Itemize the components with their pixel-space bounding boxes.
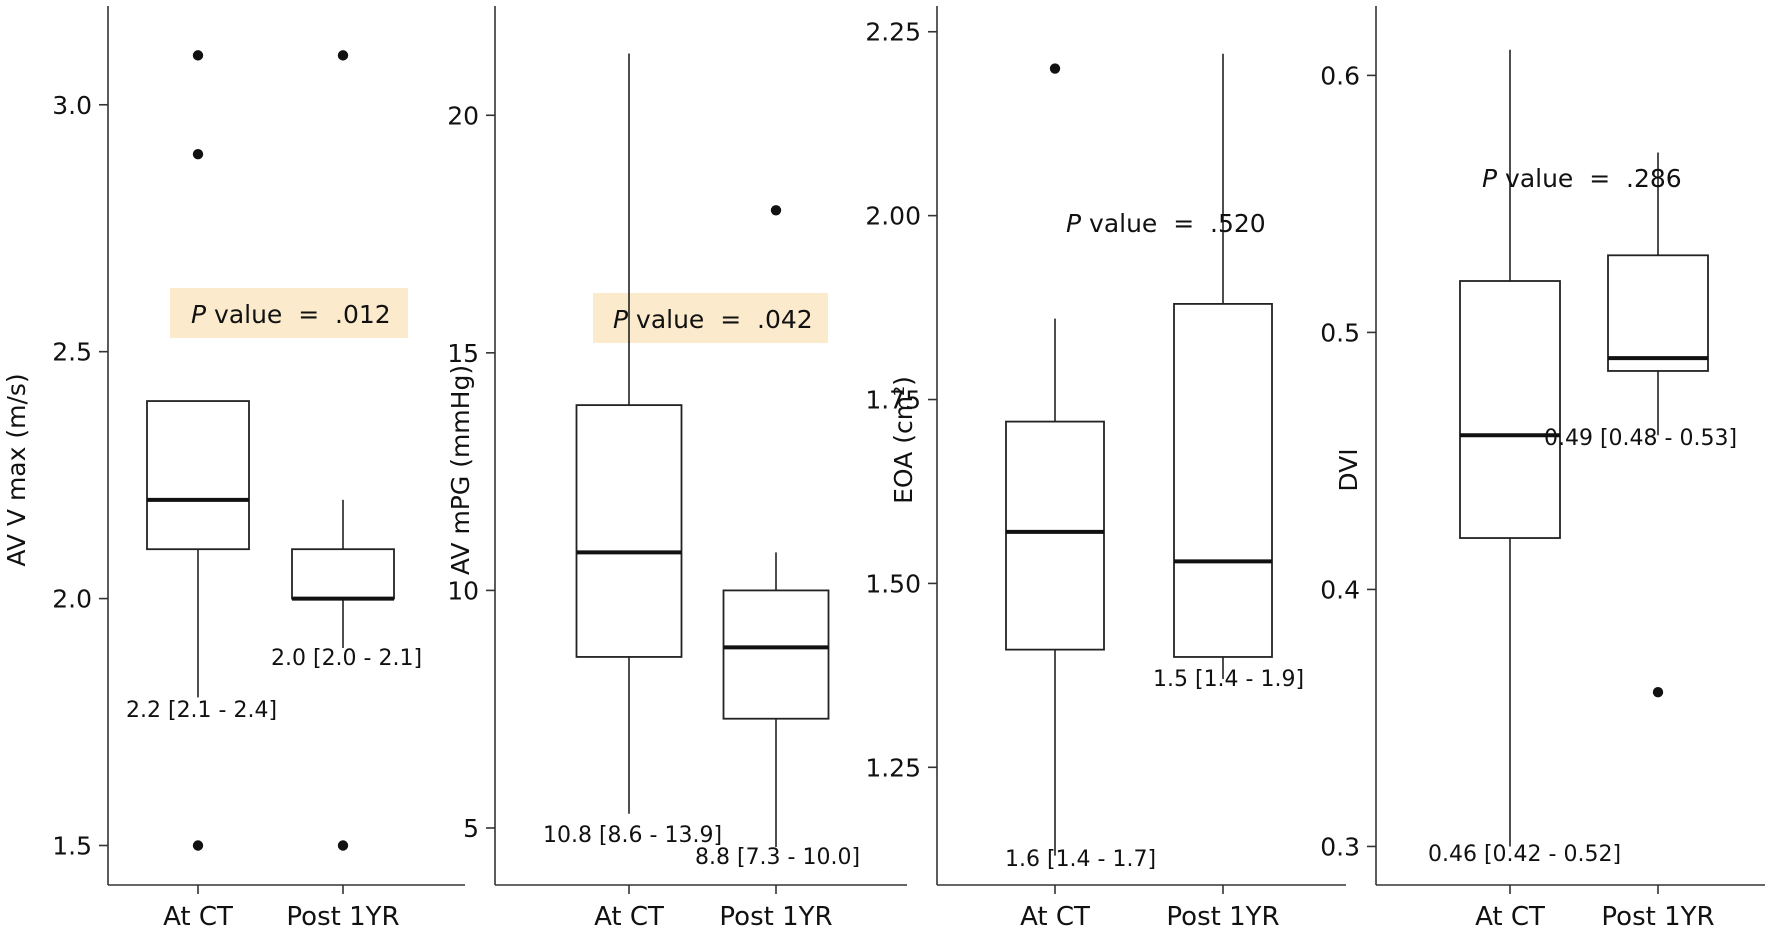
median-iqr-label: 1.6 [1.4 - 1.7] [1005, 847, 1156, 872]
box-post-1yr: 0.49 [0.48 - 0.53] [1544, 152, 1737, 698]
box-post-1yr: 2.0 [2.0 - 2.1] [271, 50, 422, 851]
outlier-point [337, 50, 349, 61]
y-tick-label: 1.75 [865, 386, 921, 415]
median-iqr-label: 8.8 [7.3 - 10.0] [695, 845, 860, 870]
y-axis-title: AV mPG (mmHg) [446, 365, 475, 575]
y-tick-label: 5 [463, 814, 479, 843]
outlier-point [192, 148, 204, 160]
iqr-box [146, 400, 250, 551]
y-tick-label: 1.25 [865, 753, 921, 782]
outlier-point [337, 840, 349, 851]
p-value-text: value = .042 [628, 305, 813, 334]
outlier-point [1652, 687, 1664, 698]
y-tick-label: 2.25 [865, 18, 921, 47]
p-value-label: P value = .520 [1066, 209, 1266, 238]
outlier-point [1049, 63, 1061, 74]
p-value-label: P value = .012 [191, 300, 391, 329]
p-value-text: value = .012 [206, 300, 391, 329]
p-symbol: P [191, 300, 207, 329]
y-tick-label: 0.3 [1320, 832, 1360, 861]
y-tick-label: 0.5 [1320, 318, 1360, 347]
p-symbol: P [1482, 164, 1498, 193]
y-tick-label: 3.0 [52, 91, 92, 120]
panel-4: 0.3 0.4 0.5 0.6 DVI 0.46 [0.42 - 0.52] At CT 0.… [1320, 6, 1765, 932]
x-category-label: At CT [1475, 902, 1545, 932]
iqr-box [722, 589, 830, 720]
y-axis-title: DVI [1334, 448, 1363, 491]
iqr-box [291, 548, 395, 600]
iqr-box [575, 404, 683, 658]
median-iqr-label: 2.0 [2.0 - 2.1] [271, 646, 422, 671]
median-iqr-label: 0.49 [0.48 - 0.53] [1544, 426, 1737, 451]
y-tick-label: 10 [447, 576, 479, 605]
outlier-point [192, 840, 204, 851]
y-tick-label: 2.0 [52, 585, 92, 614]
outlier-point [770, 205, 782, 216]
panel-2: 5 10 15 20 AV mPG (mmHg) 10.8 [8.6 - 13.9] At … [446, 6, 907, 932]
y-tick-label: 20 [447, 101, 479, 130]
panel-1: 1.5 2.0 2.5 3.0 AV V max (m/s) 2.2 [2.1 - 2.4… [2, 6, 465, 932]
p-value-highlight [170, 288, 408, 338]
x-category-label: Post 1YR [1166, 902, 1279, 932]
median-iqr-label: 2.2 [2.1 - 2.4] [126, 698, 277, 723]
box-at-ct: 10.8 [8.6 - 13.9] [543, 53, 722, 848]
p-symbol: P [1066, 209, 1082, 238]
y-tick-label: 1.5 [52, 831, 92, 860]
x-category-label: Post 1YR [286, 902, 399, 932]
iqr-box [1459, 280, 1561, 539]
panel-3: 1.25 1.50 1.75 2.00 2.25 EOA (cm²) 1.6 [1.4 - … [865, 6, 1346, 932]
x-category-label: Post 1YR [1601, 902, 1714, 932]
x-category-label: At CT [163, 902, 233, 932]
y-tick-label: 2.00 [865, 202, 921, 231]
p-value-label: P value = .286 [1482, 164, 1682, 193]
y-axis-title: EOA (cm²) [889, 376, 918, 504]
iqr-box [1005, 420, 1105, 651]
box-post-1yr: 1.5 [1.4 - 1.9] [1153, 53, 1304, 692]
y-tick-label: 0.4 [1320, 575, 1360, 604]
median-iqr-label: 1.5 [1.4 - 1.9] [1153, 667, 1304, 692]
box-post-1yr: 8.8 [7.3 - 10.0] [695, 205, 860, 870]
median-iqr-label: 0.46 [0.42 - 0.52] [1428, 842, 1621, 867]
p-value-highlight [593, 293, 828, 343]
y-axis-title: AV V max (m/s) [2, 373, 31, 566]
median-iqr-label: 10.8 [8.6 - 13.9] [543, 823, 722, 848]
p-symbol: P [613, 305, 629, 334]
p-value-label: P value = .042 [613, 305, 813, 334]
box-at-ct: 2.2 [2.1 - 2.4] [126, 50, 277, 851]
y-tick-label: 15 [447, 339, 479, 368]
outlier-point [192, 50, 204, 61]
y-tick-label: 2.5 [52, 338, 92, 367]
iqr-box [1173, 303, 1273, 658]
x-category-label: At CT [594, 902, 664, 932]
p-value-text: value = .286 [1497, 164, 1682, 193]
box-at-ct: 0.46 [0.42 - 0.52] [1428, 49, 1621, 867]
x-category-label: Post 1YR [719, 902, 832, 932]
y-tick-label: 0.6 [1320, 61, 1360, 90]
iqr-box [1607, 254, 1709, 372]
box-at-ct: 1.6 [1.4 - 1.7] [1005, 63, 1156, 872]
p-value-text: value = .520 [1081, 209, 1266, 238]
y-tick-label: 1.50 [865, 569, 921, 598]
x-category-label: At CT [1020, 902, 1090, 932]
